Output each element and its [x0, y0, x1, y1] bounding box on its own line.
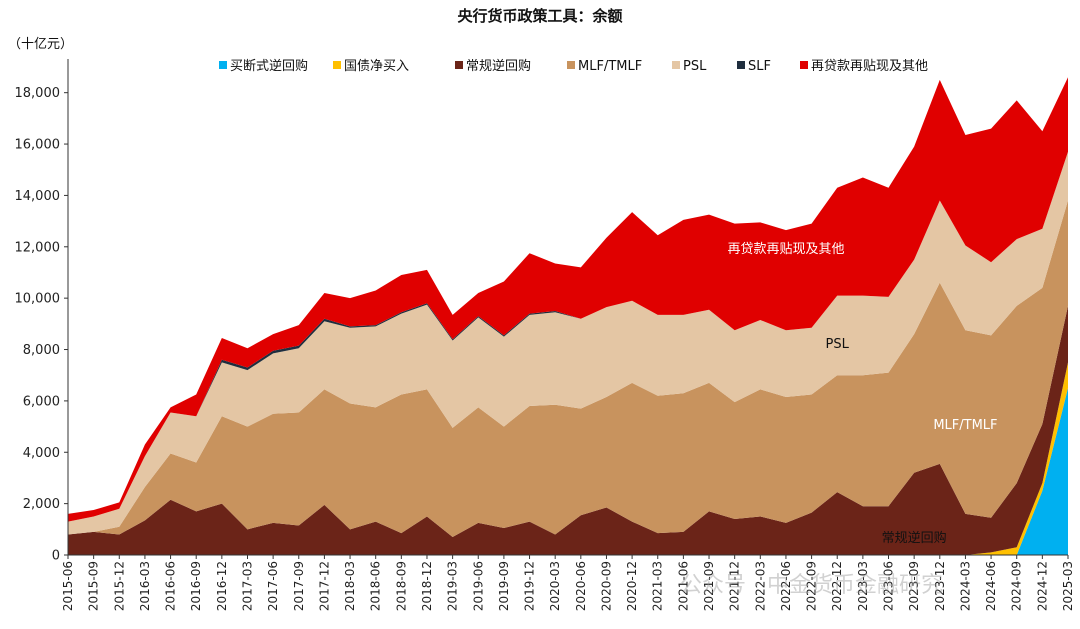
y-tick-label: 8,000 [23, 343, 60, 358]
y-tick-label: 4,000 [23, 446, 60, 461]
x-tick-label: 2015-06 [61, 561, 75, 611]
legend-label: PSL [683, 59, 707, 74]
annotations: 再贷款再贴现及其他 PSL MLF/TMLF 常规逆回购 [727, 242, 997, 546]
watermark: 公众号 · 中金货币金融研究 [680, 573, 943, 598]
x-tick-label: 2015-09 [87, 561, 101, 611]
legend-label: 再贷款再贴现及其他 [811, 59, 928, 74]
chart-title: 央行货币政策工具：余额 [457, 7, 622, 25]
legend-swatch [800, 61, 808, 69]
x-tick-label: 2024-09 [1010, 561, 1024, 611]
legend-swatch [737, 61, 745, 69]
x-tick-label: 2019-06 [471, 561, 485, 611]
y-unit-label: （十亿元） [8, 37, 73, 52]
x-tick-label: 2018-06 [369, 561, 383, 611]
x-tick-label: 2020-03 [548, 561, 562, 611]
legend-swatch [219, 61, 227, 69]
y-tick-label: 14,000 [15, 189, 61, 204]
legend-label: 常规逆回购 [466, 58, 531, 74]
x-tick-label: 2019-12 [523, 561, 537, 611]
x-tick-label: 2024-03 [958, 561, 972, 611]
y-tick-label: 6,000 [23, 394, 60, 409]
x-tick-label: 2016-12 [215, 561, 229, 611]
y-tick-label: 12,000 [15, 240, 61, 255]
series-area-6 [68, 77, 1068, 522]
y-tick-label: 0 [52, 549, 60, 564]
legend: 买断式逆回购 国债净买入 常规逆回购 MLF/TMLF PSL SLF 再贷款再贴现及其他 [219, 58, 928, 74]
legend-label: 国债净买入 [344, 59, 409, 74]
legend-swatch [455, 61, 463, 69]
x-tick-label: 2021-09 [702, 561, 716, 611]
x-tick-label: 2021-03 [651, 561, 665, 611]
x-tick-label: 2021-12 [728, 561, 742, 611]
y-tick-label: 18,000 [15, 86, 61, 101]
x-tick-label: 2023-09 [907, 561, 921, 611]
series-area-2 [68, 305, 1068, 555]
legend-label: SLF [748, 59, 771, 74]
x-tick-label: 2017-06 [266, 561, 280, 611]
y-tick-label: 10,000 [15, 292, 61, 307]
series-area-3 [68, 200, 1068, 538]
x-tick-label: 2020-06 [574, 561, 588, 611]
x-tick-label: 2018-03 [343, 561, 357, 611]
x-tick-label: 2023-12 [933, 561, 947, 611]
x-tick-label: 2017-12 [317, 561, 331, 611]
x-tick-label: 2016-09 [189, 561, 203, 611]
x-tick-label: 2020-12 [625, 561, 639, 611]
x-tick-label: 2019-09 [497, 561, 511, 611]
x-tick-label: 2018-09 [394, 561, 408, 611]
x-tick-label: 2024-12 [1035, 561, 1049, 611]
legend-swatch [567, 61, 575, 69]
series-area-4 [68, 151, 1068, 535]
x-tick-label: 2023-03 [856, 561, 870, 611]
legend-swatch [333, 61, 341, 69]
x-tick-label: 2022-06 [779, 561, 793, 611]
x-tick-label: 2017-09 [292, 561, 306, 611]
x-tick-label: 2021-06 [676, 561, 690, 611]
x-tick-label: 2022-03 [753, 561, 767, 611]
x-tick-label: 2025-03 [1061, 561, 1075, 611]
y-tick-label: 16,000 [15, 138, 61, 153]
y-tick-label: 2,000 [23, 497, 60, 512]
x-tick-label: 2015-12 [112, 561, 126, 611]
chart-annotation: 再贷款再贴现及其他 [727, 242, 844, 257]
x-tick-label: 2022-12 [830, 561, 844, 611]
x-tick-label: 2019-03 [446, 561, 460, 611]
legend-label: 买断式逆回购 [230, 58, 308, 74]
x-tick-label: 2022-09 [805, 561, 819, 611]
axes: 0 2,000 4,000 6,000 8,000 10,000 12,000 14,000 1… [15, 59, 1075, 611]
x-tick-label: 2018-12 [420, 561, 434, 611]
chart-annotation: PSL [826, 337, 850, 352]
x-tick-label: 2016-03 [138, 561, 152, 611]
x-tick-label: 2020-09 [599, 561, 613, 611]
legend-swatch [672, 61, 680, 69]
plot-areas [68, 77, 1068, 555]
chart-annotation: 常规逆回购 [882, 530, 947, 546]
x-tick-label: 2016-06 [164, 561, 178, 611]
chart-annotation: MLF/TMLF [933, 418, 997, 433]
x-tick-label: 2023-06 [882, 561, 896, 611]
legend-label: MLF/TMLF [578, 59, 642, 74]
x-tick-label: 2017-03 [240, 561, 254, 611]
x-tick-label: 2024-06 [984, 561, 998, 611]
